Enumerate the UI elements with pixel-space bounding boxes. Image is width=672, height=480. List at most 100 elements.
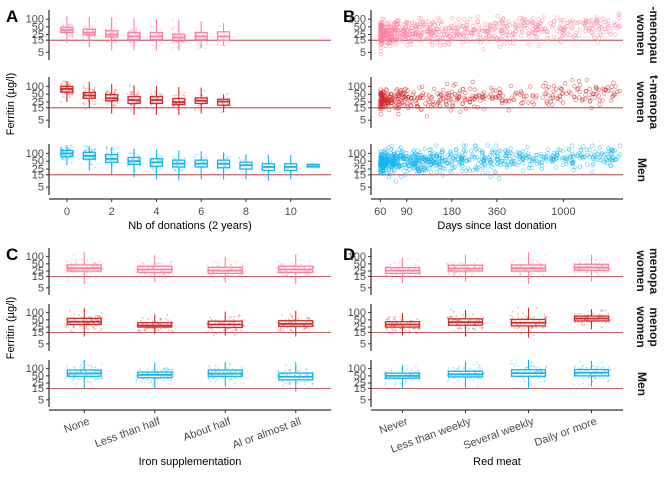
scatter-point xyxy=(461,143,466,148)
scatter-point xyxy=(416,25,421,30)
jitter-point xyxy=(171,167,174,170)
jitter-point xyxy=(197,42,200,45)
scatter-point xyxy=(414,96,420,101)
scatter-point xyxy=(511,41,516,46)
jitter-point xyxy=(452,366,455,369)
scatter-point xyxy=(603,29,609,35)
jitter-point xyxy=(205,41,208,44)
x-tick-label: 60 xyxy=(374,206,386,218)
jitter-point xyxy=(221,102,224,105)
scatter-point xyxy=(468,97,473,102)
y-tick-label: 100 xyxy=(26,14,44,26)
jitter-point xyxy=(205,156,208,159)
jitter-point xyxy=(222,160,225,163)
scatter-point xyxy=(401,91,406,96)
scatter-point xyxy=(385,40,390,45)
scatter-point xyxy=(588,98,593,103)
jitter-point xyxy=(99,272,102,274)
scatter-point xyxy=(594,27,600,33)
jitter-point xyxy=(111,31,114,33)
jitter-point xyxy=(228,107,231,109)
scatter-point xyxy=(500,98,505,103)
jitter-point xyxy=(539,367,541,370)
jitter-point xyxy=(230,378,233,381)
scatter-point xyxy=(434,143,439,148)
jitter-point xyxy=(205,95,208,98)
scatter-point xyxy=(605,25,611,31)
jitter-point xyxy=(604,309,607,312)
jitter-point xyxy=(69,23,72,26)
jitter-point xyxy=(398,260,401,263)
jitter-point xyxy=(94,160,97,163)
jitter-point xyxy=(139,280,142,283)
jitter-point xyxy=(134,27,137,30)
scatter-point xyxy=(576,33,581,38)
jitter-point xyxy=(116,102,119,105)
jitter-point xyxy=(105,152,108,155)
x-tick-label: 2 xyxy=(109,206,115,218)
scatter-point xyxy=(477,98,483,103)
scatter-point xyxy=(544,86,549,92)
jitter-point xyxy=(81,367,84,369)
scatter-point xyxy=(564,91,569,96)
jitter-point xyxy=(130,92,132,95)
scatter-point xyxy=(564,161,569,166)
jitter-point xyxy=(92,326,95,329)
jitter-point xyxy=(606,256,608,259)
y-tick-label: 5 xyxy=(360,394,366,406)
jitter-point xyxy=(172,371,175,374)
scatter-point xyxy=(450,16,455,21)
scatter-point xyxy=(457,90,462,96)
scatter-point xyxy=(387,107,392,113)
jitter-point xyxy=(228,315,230,318)
jitter-point xyxy=(60,21,63,24)
x-axis-title-b: Days since last donation xyxy=(437,220,556,232)
series-d-row-2 xyxy=(384,306,611,338)
jitter-point xyxy=(517,365,520,367)
jitter-point xyxy=(419,274,422,277)
jitter-point xyxy=(154,39,156,42)
jitter-point xyxy=(138,275,141,278)
box-a-8 xyxy=(238,154,253,180)
scatter-point xyxy=(417,85,422,90)
jitter-point xyxy=(69,154,71,157)
scatter-point xyxy=(591,91,596,96)
jitter-point xyxy=(523,328,526,331)
scatter-point xyxy=(594,92,599,97)
jitter-point xyxy=(114,40,117,43)
scatter-point xyxy=(560,91,566,96)
jitter-point xyxy=(529,380,532,383)
jitter-point xyxy=(455,314,458,317)
box-c-2 xyxy=(207,361,244,387)
jitter-point xyxy=(288,382,291,385)
scatter-point xyxy=(561,18,566,23)
scatter-point xyxy=(611,20,616,26)
jitter-point xyxy=(84,26,87,29)
jitter-point xyxy=(61,148,63,151)
x-tick-label: 6 xyxy=(198,206,204,218)
jitter-point xyxy=(405,364,408,367)
jitter-point xyxy=(159,106,162,109)
jitter-point xyxy=(452,310,455,313)
scatter-point xyxy=(486,37,491,42)
scatter-point xyxy=(415,103,420,109)
scatter-point xyxy=(446,42,452,47)
scatter-point xyxy=(492,169,497,174)
jitter-point xyxy=(94,148,97,151)
scatter-point xyxy=(592,95,597,100)
jitter-point xyxy=(71,33,74,35)
jitter-point xyxy=(67,92,70,95)
jitter-point xyxy=(137,106,140,109)
jitter-point xyxy=(159,159,162,162)
jitter-point xyxy=(390,327,393,330)
jitter-point xyxy=(164,317,167,320)
jitter-point xyxy=(543,326,545,329)
scatter-point xyxy=(402,22,407,27)
jitter-point xyxy=(113,92,115,95)
scatter-point xyxy=(441,87,446,93)
jitter-point xyxy=(576,313,579,315)
y-tick-label: 100 xyxy=(26,307,44,319)
jitter-point xyxy=(78,314,81,316)
